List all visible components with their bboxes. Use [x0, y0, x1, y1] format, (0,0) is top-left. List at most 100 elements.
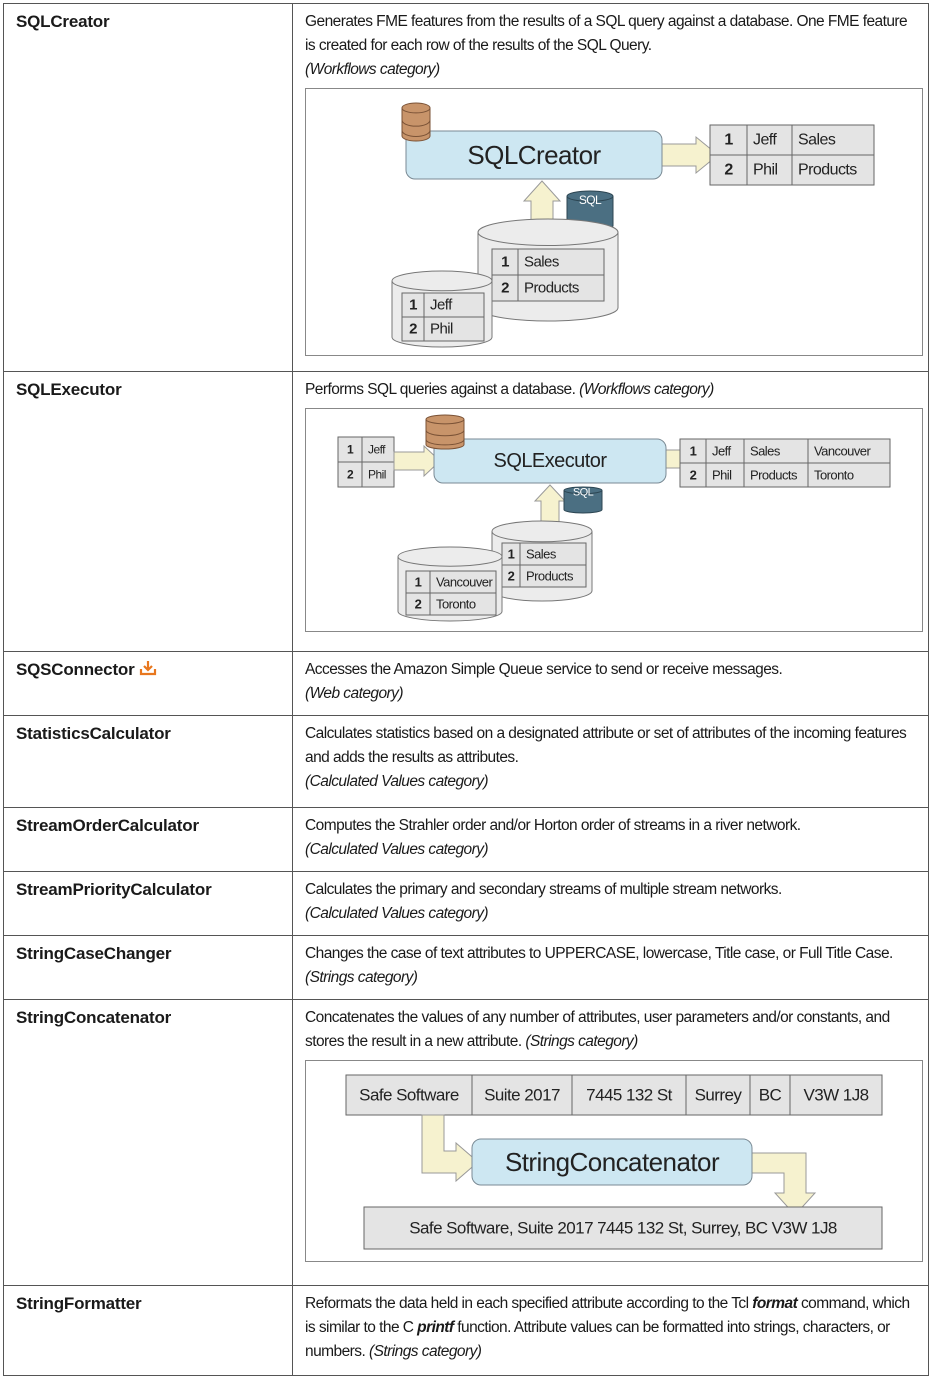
table-cell — [746, 154, 793, 186]
description-cell: Concatenates the values of any number of… — [292, 999, 929, 1286]
description-part: function. Attribute values can be format… — [305, 1319, 890, 1360]
transformer-table: SQLCreator Generates FME features from th… — [3, 3, 929, 1376]
table-cell-text: Products — [798, 162, 857, 179]
cylinder-top — [491, 520, 593, 543]
description-text: Accesses the Amazon Simple Queue service… — [305, 661, 783, 678]
table-cell-text: 1 — [508, 547, 515, 562]
table-row: StatisticsCalculator Calculates statistic… — [3, 715, 929, 808]
input-cell — [789, 1074, 883, 1116]
description-cell: Calculates the primary and secondary str… — [292, 871, 929, 936]
input-value: Surrey — [695, 1086, 743, 1105]
table-cell — [517, 248, 605, 276]
category: (Workflows category) — [305, 61, 440, 78]
diagram: SQLCreator 1 Jeff Sales 2 Phil Products SQL 1 Sal… — [305, 88, 923, 356]
table-cell — [361, 436, 395, 463]
db-band — [425, 430, 465, 437]
description-text: Changes the case of text attributes to U… — [305, 945, 893, 962]
name-cell: SQLCreator — [3, 3, 293, 372]
table-cell-text: Sales — [798, 132, 836, 149]
cylinder-top — [391, 270, 493, 292]
input-value: BC — [759, 1086, 782, 1105]
description-part: printf — [417, 1319, 454, 1336]
table-row: SQSConnector Accesses the Amazon Simple Q… — [3, 651, 929, 716]
table-cell-text: Jeff — [430, 297, 453, 314]
table-cell — [746, 124, 793, 156]
table-cell — [491, 248, 519, 276]
table-cell — [679, 438, 707, 464]
table-cell-text: Sales — [526, 547, 557, 562]
category: (Strings category) — [525, 1033, 638, 1050]
table-cell-text: 1 — [347, 443, 354, 457]
table-cell — [423, 292, 485, 318]
table-row: SQLCreator Generates FME features from th… — [3, 3, 929, 372]
diagram: 1 Jeff 2 Phil SQLExecutor 1 Jeff Sales Vancouver… — [305, 408, 923, 632]
cylinder-top — [566, 190, 614, 202]
description: Accesses the Amazon Simple Queue service… — [305, 658, 916, 706]
sql-label: SQL — [579, 193, 602, 207]
description-cell: Calculates statistics based on a designa… — [292, 715, 929, 808]
table-cell-text: 2 — [501, 280, 509, 297]
description-cell: Accesses the Amazon Simple Queue service… — [292, 651, 929, 716]
transformer-box — [433, 438, 667, 484]
transformer-label: StringConcatenator — [505, 1147, 720, 1177]
table-cell-text: 2 — [508, 569, 515, 584]
category: (Calculated Values category) — [305, 773, 489, 790]
description: Concatenates the values of any number of… — [305, 1006, 916, 1054]
table-row: StringFormatter Reformats the data held i… — [3, 1285, 929, 1376]
transformer-name: SQLCreator — [16, 12, 110, 31]
table-cell-text: Vancouver — [814, 444, 871, 459]
table-cell-text: 1 — [415, 575, 422, 590]
table-row: StringCaseChanger Changes the case of tex… — [3, 935, 929, 1000]
input-value: Suite 2017 — [484, 1086, 560, 1105]
download-icon — [139, 661, 156, 676]
description-text: Computes the Strahler order and/or Horto… — [305, 817, 801, 834]
table-cell — [807, 438, 891, 464]
description-cell: Changes the case of text attributes to U… — [292, 935, 929, 1000]
description-cell: Performs SQL queries against a database.… — [292, 371, 929, 652]
table-cell-text: Vancouver — [436, 575, 493, 590]
table-cell — [807, 462, 891, 488]
table-cell-text: 1 — [724, 132, 733, 149]
name-cell: StreamOrderCalculator — [3, 807, 293, 872]
flow-arrow — [421, 1114, 479, 1183]
description-text: Generates FME features from the results … — [305, 13, 908, 54]
category: (Strings category) — [368, 1343, 482, 1360]
db-band — [425, 439, 465, 446]
db-band — [401, 119, 431, 127]
category: (Workflows category) — [579, 381, 714, 398]
name-cell: StringConcatenator — [3, 999, 293, 1286]
table-cell-text: Jeff — [712, 444, 731, 459]
cylinder-body — [425, 419, 465, 450]
transformer-name: StringFormatter — [16, 1294, 142, 1313]
description-part: format — [752, 1295, 798, 1312]
table-cell-text: Jeff — [368, 443, 386, 457]
cylinder-top — [397, 546, 503, 567]
table-cell — [743, 462, 809, 488]
transformer-name: SQLExecutor — [16, 380, 122, 399]
table-cell — [519, 564, 587, 588]
description-cell: Generates FME features from the results … — [292, 3, 929, 372]
diagram-svg: Safe Software Suite 2017 7445 132 St Surrey… — [345, 1074, 883, 1250]
name-cell: SQSConnector — [3, 651, 293, 716]
description-text: Performs SQL queries against a database. — [305, 381, 576, 398]
table-cell — [705, 462, 745, 488]
cylinder-top — [477, 218, 619, 247]
table-cell — [679, 462, 707, 488]
transformer-box — [405, 130, 663, 180]
name-cell: SQLExecutor — [3, 371, 293, 652]
table-cell-text: 2 — [690, 468, 697, 483]
table-cell-text: Products — [526, 569, 574, 584]
description: Calculates the primary and secondary str… — [305, 878, 916, 926]
cylinder-top — [401, 102, 431, 114]
table-cell-text: Toronto — [436, 597, 476, 612]
description: Computes the Strahler order and/or Horto… — [305, 814, 916, 862]
category: (Calculated Values category) — [305, 841, 489, 858]
cylinder-body — [563, 490, 603, 514]
description-text: Calculates statistics based on a designa… — [305, 725, 907, 766]
table-cell-text: 2 — [724, 162, 733, 179]
input-cell — [571, 1074, 687, 1116]
table-cell-text: 1 — [690, 444, 697, 459]
table-cell — [337, 461, 363, 488]
description-cell: Reformats the data held in each specifie… — [292, 1285, 929, 1376]
